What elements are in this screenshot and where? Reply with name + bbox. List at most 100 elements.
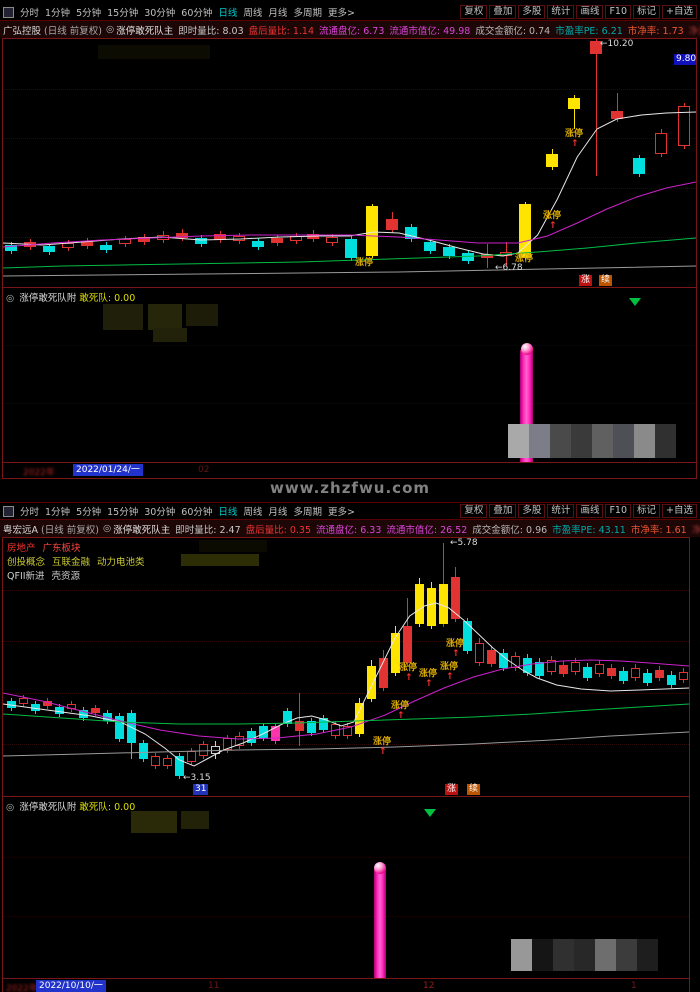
menu-button-多股[interactable]: 多股 xyxy=(518,504,546,518)
menu-item-多周期[interactable]: 多周期 xyxy=(293,8,322,19)
menu-item-日线[interactable]: 日线 xyxy=(218,507,238,518)
candle-body xyxy=(24,242,36,247)
indicator-panel[interactable]: ◎ 涨停敢死队附 敢死队: 0.00 xyxy=(3,796,689,978)
menu-button-+自选[interactable]: +自选 xyxy=(662,5,697,19)
menu-item-15分钟[interactable]: 15分钟 xyxy=(107,8,139,19)
candle-body xyxy=(386,219,398,230)
candle-body xyxy=(366,666,376,699)
menu-item-月线[interactable]: 月线 xyxy=(268,507,288,518)
menu-item-5分钟[interactable]: 5分钟 xyxy=(76,507,102,518)
info-field: 流通盘亿: 6.33 xyxy=(316,524,382,536)
candle-body xyxy=(18,698,28,704)
menu-item-60分钟[interactable]: 60分钟 xyxy=(181,8,213,19)
menu-item-5分钟[interactable]: 5分钟 xyxy=(76,8,102,19)
menu-button-多股[interactable]: 多股 xyxy=(518,5,546,19)
candle-body xyxy=(54,707,64,714)
candlestick-chart[interactable]: 房地产 广东板块 创投概念 互联金融 动力电池类 QFII新进 壳资源 涨停 ↑ 涨停 ↑ 涨停 ↑ 涨停… xyxy=(3,538,689,796)
concept-tag[interactable]: QFII新进 xyxy=(7,571,45,582)
candle-body xyxy=(462,253,474,261)
panel-gridline xyxy=(3,345,696,346)
mosaic-block xyxy=(508,424,529,458)
candle-body xyxy=(326,237,338,243)
info-field: 市盈率PE: 43.11 xyxy=(552,524,626,536)
price-annotation: ←10.20 xyxy=(600,39,634,49)
indicator-header: ◎ 涨停敢死队附 敢死队: 0.00 xyxy=(6,290,135,304)
indicator-series: 敢死队: 0.00 xyxy=(79,293,136,304)
menu-button-叠加[interactable]: 叠加 xyxy=(489,504,517,518)
concept-tag-row: 创投概念 互联金融 动力电池类 xyxy=(7,554,152,568)
indicator-panel[interactable]: ◎ 涨停敢死队附 敢死队: 0.00 xyxy=(3,287,696,462)
candle-body xyxy=(176,233,188,238)
concept-tag[interactable]: 动力电池类 xyxy=(97,557,145,568)
candle-body xyxy=(630,668,640,678)
candle-body xyxy=(78,710,88,718)
info-field: 市净率: 1.73 xyxy=(627,25,684,37)
candle-body xyxy=(252,241,264,247)
menu-item-更多>[interactable]: 更多> xyxy=(327,8,355,19)
limit-up-label: 涨停 xyxy=(446,639,465,649)
menu-item-分时[interactable]: 分时 xyxy=(20,8,40,19)
candle-body xyxy=(546,154,558,167)
candle-body xyxy=(290,236,302,241)
menu-button-F10[interactable]: F10 xyxy=(605,504,632,518)
date-axis[interactable]: 2022年 2022/01/24/一 02 xyxy=(3,462,696,478)
menu-bar: 分时 1分钟 5分钟 15分钟 30分钟 60分钟 日线 周线 月线 多周期 更多> 复权 叠加 多股 统计… xyxy=(0,502,700,519)
candle-body xyxy=(568,98,580,109)
menu-button-+自选[interactable]: +自选 xyxy=(662,504,697,518)
menu-button-标记[interactable]: 标记 xyxy=(633,504,661,518)
date-axis[interactable]: 2022年 2022/10/10/一 11 12 1 xyxy=(3,978,689,992)
signal-ball-icon xyxy=(520,343,533,355)
candlestick-chart[interactable]: 涨停 涨停 涨停 ↑ 涨停 ↑ ←10.20 ←6.78 9.80 涨续 xyxy=(3,39,696,287)
concept-tag[interactable]: 广东板块 xyxy=(42,543,81,554)
candle-body xyxy=(81,241,93,246)
menu-item-30分钟[interactable]: 30分钟 xyxy=(144,8,176,19)
menu-item-日线[interactable]: 日线 xyxy=(218,8,238,19)
candle-body xyxy=(378,658,388,688)
window-icon[interactable] xyxy=(3,6,14,18)
menu-button-画线[interactable]: 画线 xyxy=(576,504,604,518)
candle-body xyxy=(234,736,244,746)
menu-item-更多>[interactable]: 更多> xyxy=(327,507,355,518)
menu-item-分时[interactable]: 分时 xyxy=(20,507,40,518)
info-field: 盘后量比: 1.14 xyxy=(248,25,315,37)
menu-item-1分钟[interactable]: 1分钟 xyxy=(45,507,71,518)
candle-body xyxy=(498,653,508,668)
menu-item-周线[interactable]: 周线 xyxy=(243,507,263,518)
menu-item-15分钟[interactable]: 15分钟 xyxy=(107,507,139,518)
menu-button-统计[interactable]: 统计 xyxy=(547,504,575,518)
month-tick: 12 xyxy=(423,981,435,991)
candle-body xyxy=(678,672,688,680)
menu-button-画线[interactable]: 画线 xyxy=(576,5,604,19)
menu-item-60分钟[interactable]: 60分钟 xyxy=(181,507,213,518)
candle-wick xyxy=(596,39,597,176)
panel-gridline xyxy=(3,916,689,917)
chart-frame: 涨停 涨停 涨停 ↑ 涨停 ↑ ←10.20 ←6.78 9.80 涨续 ◎ 涨停敢死队附 敢死队:… xyxy=(2,38,697,479)
candle-body xyxy=(402,626,412,663)
panel-gridline xyxy=(3,403,696,404)
concept-tag[interactable]: 创投概念 xyxy=(7,557,46,568)
window-icon[interactable] xyxy=(3,505,14,517)
signal-ball-icon xyxy=(374,862,386,874)
indicator-series: 敢死队: 0.00 xyxy=(79,802,136,813)
concept-tag[interactable]: 房地产 xyxy=(7,543,36,554)
menu-item-30分钟[interactable]: 30分钟 xyxy=(144,507,176,518)
menu-button-标记[interactable]: 标记 xyxy=(633,5,661,19)
info-bar: 广弘控股 (日线 前复权) ◎ 涨停敢死队主 即时量比: 8.03 盘后量比: 1.14 流… xyxy=(0,20,700,38)
main-indicator-name: 涨停敢死队主 xyxy=(113,524,171,536)
candle-body xyxy=(5,245,17,251)
menu-button-复权[interactable]: 复权 xyxy=(460,5,488,19)
menu-item-多周期[interactable]: 多周期 xyxy=(293,507,322,518)
menu-item-月线[interactable]: 月线 xyxy=(268,8,288,19)
menu-button-复权[interactable]: 复权 xyxy=(460,504,488,518)
menu-item-周线[interactable]: 周线 xyxy=(243,8,263,19)
menu-button-叠加[interactable]: 叠加 xyxy=(489,5,517,19)
limit-up-label: 涨停 xyxy=(565,129,584,139)
sell-triangle-icon xyxy=(629,298,641,306)
menu-button-统计[interactable]: 统计 xyxy=(547,5,575,19)
menu-item-1分钟[interactable]: 1分钟 xyxy=(45,8,71,19)
candle-body xyxy=(655,133,667,154)
concept-tag[interactable]: 互联金融 xyxy=(52,557,91,568)
concept-tag[interactable]: 壳资源 xyxy=(51,571,81,582)
menu-button-F10[interactable]: F10 xyxy=(605,5,632,19)
info-bar: 粤宏远A (日线 前复权) ◎ 涨停敢死队主 即时量比: 2.47 盘后量比: 0.35 流… xyxy=(0,519,700,537)
